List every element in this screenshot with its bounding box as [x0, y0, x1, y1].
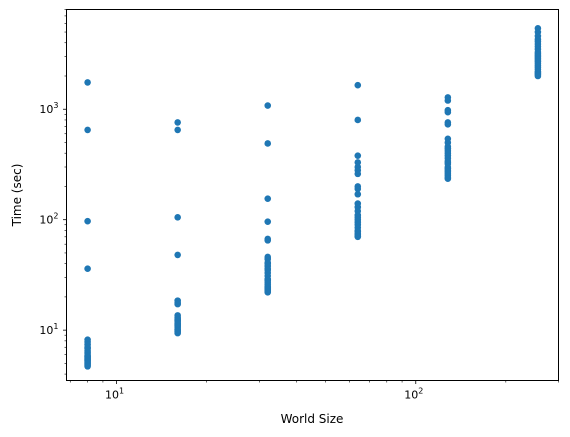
data-point — [354, 159, 362, 166]
data-point — [354, 170, 362, 178]
data-point — [174, 214, 181, 221]
data-point — [264, 195, 272, 202]
x-tick-label: 102 — [404, 387, 423, 402]
data-point — [354, 81, 362, 89]
y-tick-label: 102 — [39, 212, 58, 227]
data-point — [264, 289, 272, 296]
data-point — [534, 72, 542, 80]
data-point — [444, 108, 452, 116]
data-point — [174, 329, 181, 337]
data-point — [354, 116, 362, 124]
data-point — [174, 300, 181, 308]
data-point — [354, 190, 362, 198]
x-axis-label: World Size — [281, 412, 344, 426]
data-point — [84, 79, 91, 86]
y-axis-label: Time (sec) — [10, 164, 24, 228]
data-point — [84, 265, 91, 273]
y-tick-label: 103 — [39, 101, 58, 116]
data-point — [264, 237, 272, 244]
data-point — [264, 140, 272, 147]
data-point — [354, 152, 362, 159]
y-tick-label: 101 — [39, 322, 58, 337]
data-point — [264, 102, 272, 109]
data-point — [264, 260, 272, 267]
data-point — [444, 175, 452, 183]
plot-frame — [66, 9, 559, 381]
data-point — [174, 320, 181, 328]
data-point — [444, 97, 452, 104]
x-tick-label: 101 — [105, 387, 124, 402]
data-point — [444, 121, 452, 128]
data-point — [174, 251, 181, 259]
x-axis-ticks: 101 102 — [69, 380, 559, 402]
data-point — [264, 218, 272, 225]
data-point — [84, 126, 91, 134]
scatter-points — [84, 25, 542, 370]
y-axis-ticks: 101 102 103 — [39, 9, 67, 375]
data-point — [174, 126, 181, 134]
data-point — [354, 233, 362, 241]
data-point — [264, 276, 272, 284]
data-point — [84, 217, 91, 225]
data-point — [174, 119, 181, 126]
data-point — [84, 363, 91, 370]
data-point — [354, 185, 362, 193]
